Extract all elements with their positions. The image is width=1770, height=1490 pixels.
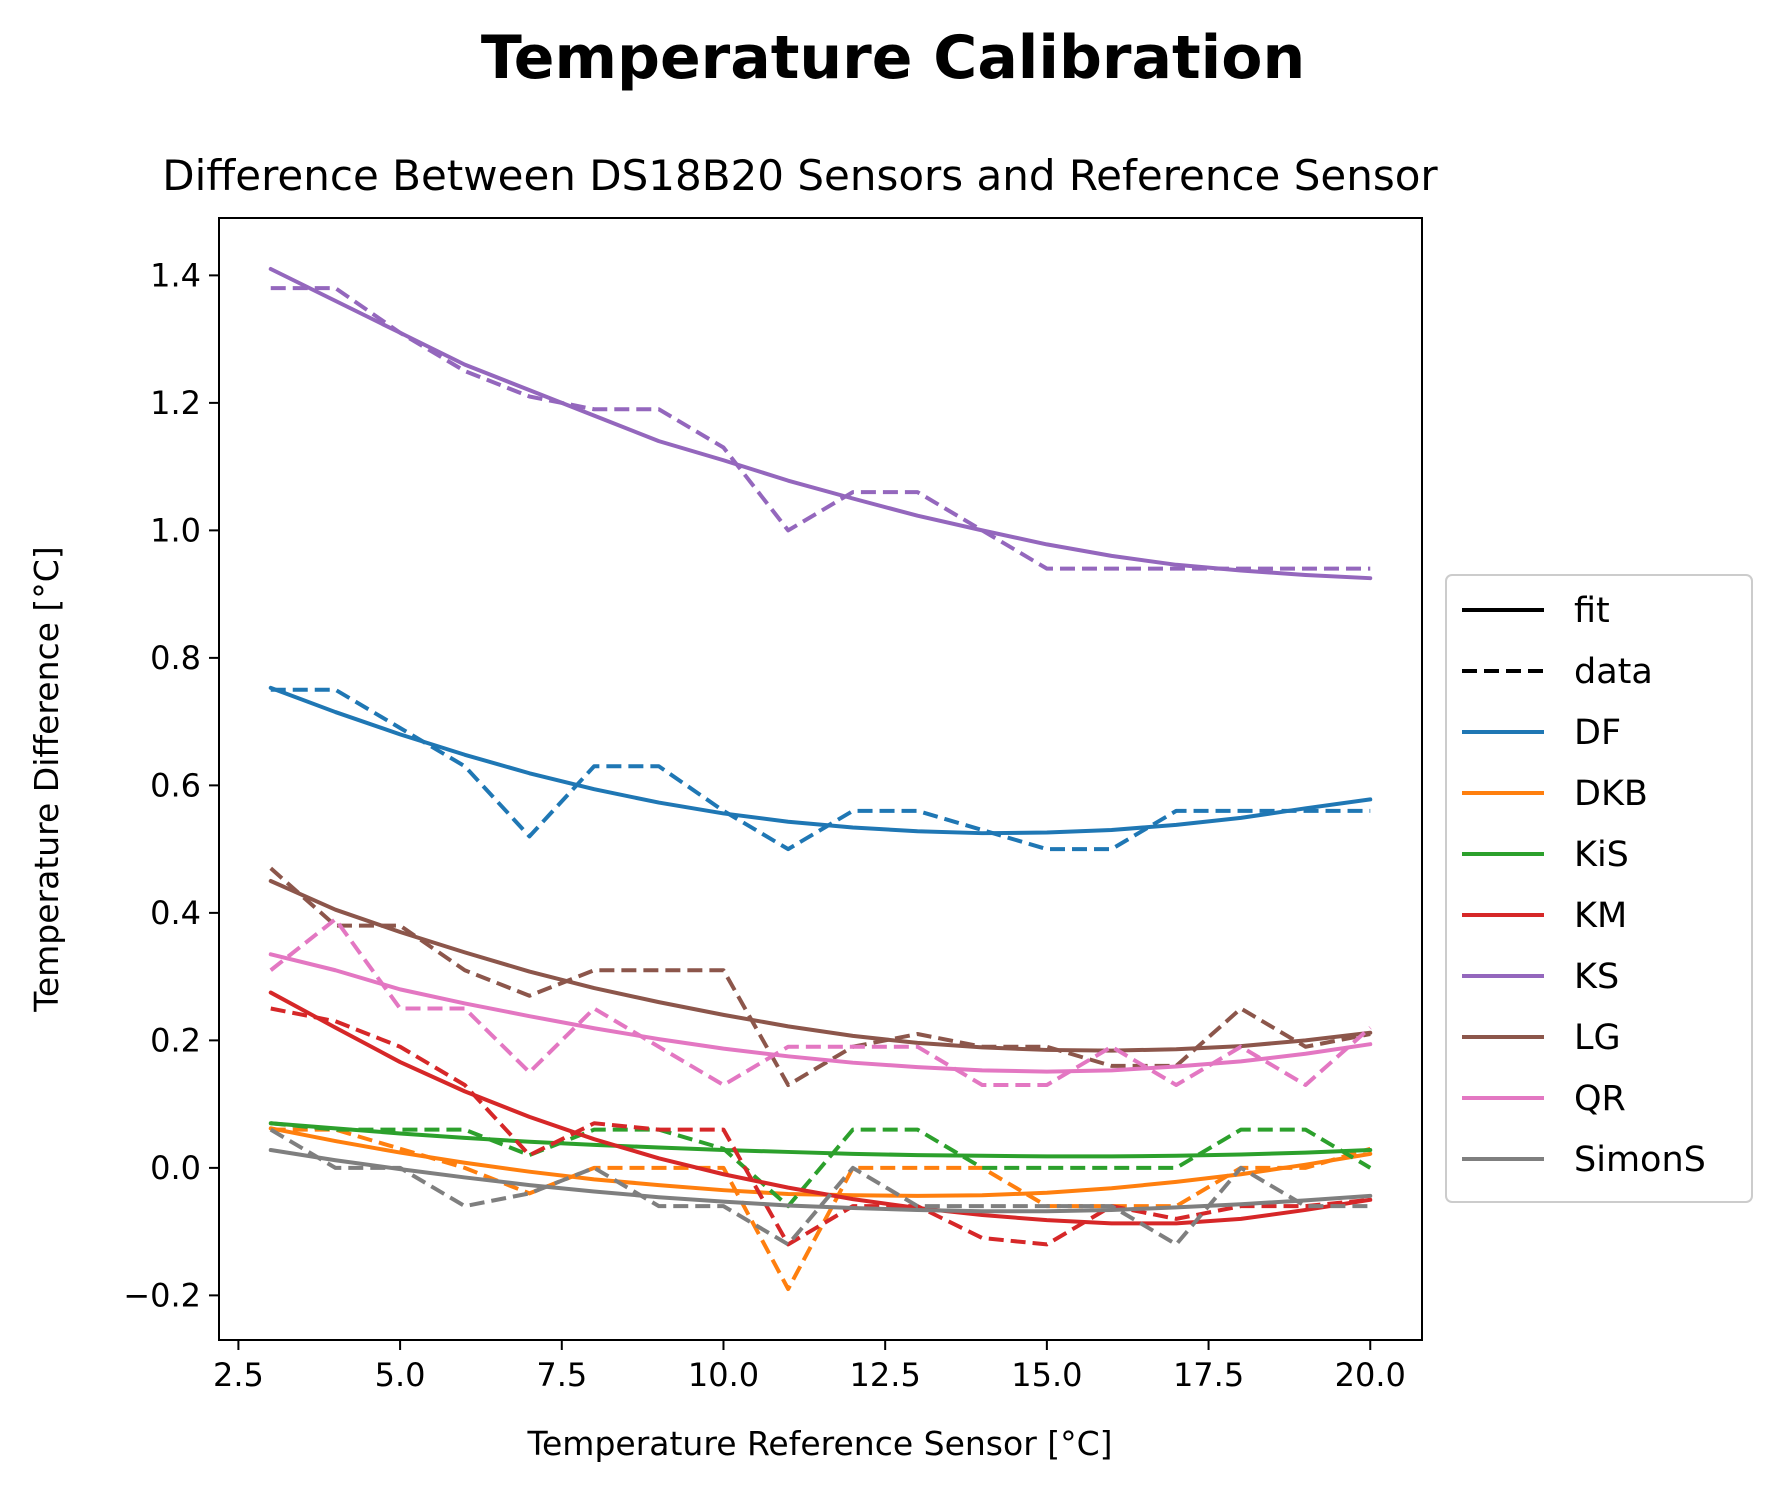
x-tick-label: 5.0 [375,1356,426,1394]
series-lg-fit-line [268,879,1373,1053]
legend-label-ks: KS [1574,957,1619,997]
y-tick-label: 0.4 [150,894,201,932]
chart-subtitle: Difference Between DS18B20 Sensors and R… [162,151,1438,200]
y-tick-label: 1.4 [150,256,201,294]
series-qr-fit-line [268,952,1373,1074]
y-tick-label: 0.2 [150,1021,201,1059]
series-km-data-line [270,1006,1371,1247]
y-tick-label: 0.8 [150,639,201,677]
series-lg-data-line [269,866,1371,1087]
legend-label-data: data [1574,652,1653,692]
x-tick-label: 15.0 [1011,1356,1082,1394]
series-kis-fit-line [268,1121,1373,1159]
legend-label-dkb: DKB [1574,774,1648,814]
y-tick-label: 1.2 [150,384,201,422]
series-ks-fit-line [268,267,1373,581]
chart-title: Temperature Calibration [481,23,1305,93]
legend-label-simons: SimonS [1574,1140,1706,1180]
x-axis: 2.5 5.0 7.5 10.0 12.5 15.0 17.5 20.0 [213,1340,1406,1394]
x-tick-label: 2.5 [213,1356,264,1394]
series-kis-data-line [270,1121,1372,1209]
series-df-data-line [270,687,1371,852]
legend-label-km: KM [1574,896,1627,936]
series-qr-data-line [269,917,1372,1087]
y-axis: −0.2 0.0 0.2 0.4 0.6 0.8 1.0 1.2 1.4 [123,256,219,1314]
x-tick-label: 20.0 [1335,1356,1406,1394]
series-ks-data-line [270,286,1371,571]
series-layer [268,267,1373,1291]
plot-frame [218,217,1423,1341]
y-tick-label: −0.2 [123,1276,201,1314]
x-axis-label: Temperature Reference Sensor [°C] [526,1424,1112,1463]
x-tick-label: 7.5 [536,1356,587,1394]
y-axis-label: Temperature Difference [°C] [27,546,66,1012]
legend-label-df: DF [1574,713,1621,753]
series-km-fit-line [268,990,1373,1226]
series-dkb-data-line [270,1127,1371,1291]
legend-label-kis: KiS [1574,835,1629,875]
legend-label-fit: fit [1574,591,1610,631]
series-simons-fit-line [268,1148,1373,1214]
series-simons-data-line [269,1127,1371,1247]
y-tick-label: 0.6 [150,766,201,804]
y-tick-label: 1.0 [150,511,201,549]
legend-label-lg: LG [1574,1018,1621,1058]
x-tick-label: 10.0 [688,1356,759,1394]
legend: fit data DF DKB KiS KM KS LG QR SimonS [1445,574,1753,1203]
series-df-fit-line [268,685,1373,836]
x-tick-label: 12.5 [850,1356,921,1394]
y-tick-label: 0.0 [150,1149,201,1187]
x-tick-label: 17.5 [1173,1356,1244,1394]
legend-label-qr: QR [1574,1079,1626,1119]
